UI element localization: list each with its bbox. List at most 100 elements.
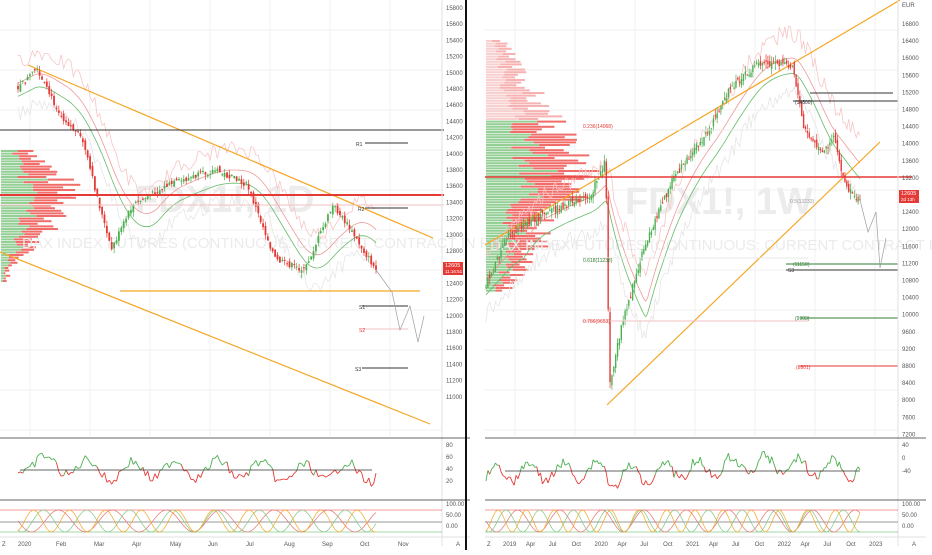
candle xyxy=(653,227,654,230)
volume-profile-bar xyxy=(486,50,496,52)
volume-profile-bar xyxy=(521,186,570,188)
volume-profile-bar xyxy=(486,87,500,89)
level-label: (14800) xyxy=(795,100,813,106)
time-tick-label: Apr xyxy=(617,542,626,548)
volume-profile-bar xyxy=(496,58,515,60)
candle xyxy=(750,73,751,78)
candle xyxy=(24,83,26,84)
volume-profile-bar xyxy=(486,149,529,151)
volume-profile-bar xyxy=(535,183,571,185)
candle xyxy=(547,212,548,213)
volume-profile-bar xyxy=(1,179,48,181)
candle xyxy=(592,193,593,199)
candle xyxy=(185,178,187,181)
candle xyxy=(166,184,168,187)
candle xyxy=(489,274,490,278)
time-tick-label: May xyxy=(170,542,181,548)
volume-profile-bar xyxy=(486,136,528,138)
volume-profile-bar xyxy=(26,228,57,230)
candle xyxy=(36,69,38,70)
candle xyxy=(108,233,110,241)
volume-profile-bar xyxy=(486,225,508,227)
time-tick-label: Aug xyxy=(284,542,295,548)
candle xyxy=(48,86,50,94)
candle xyxy=(553,208,554,209)
volume-profile-bar xyxy=(6,275,10,277)
volume-profile-bar xyxy=(33,184,80,186)
candle xyxy=(125,219,127,223)
volume-profile-bar xyxy=(33,186,63,188)
candle xyxy=(715,116,716,117)
volume-profile-bar xyxy=(1,249,21,251)
candle xyxy=(176,179,178,181)
rsi-tick-label: -40 xyxy=(902,469,911,475)
candle xyxy=(334,206,336,207)
candle xyxy=(286,263,288,264)
candle xyxy=(130,210,132,214)
pane-divider[interactable] xyxy=(465,0,467,550)
price-tick-label: 12800 xyxy=(446,249,463,255)
price-tick-label: 10800 xyxy=(902,279,919,285)
price-tick-label: 14400 xyxy=(446,119,463,125)
volume-profile-bar xyxy=(37,215,67,217)
candle xyxy=(560,206,561,213)
volume-profile-bar xyxy=(486,219,512,221)
volume-profile-bar xyxy=(505,256,522,258)
candle xyxy=(224,173,226,177)
volume-profile-bar xyxy=(486,152,533,154)
candle xyxy=(538,217,539,220)
volume-profile-bar xyxy=(512,157,554,159)
price-tick-label: 9200 xyxy=(902,347,916,353)
candle xyxy=(720,107,721,110)
candle xyxy=(322,227,324,230)
volume-profile-bar xyxy=(1,264,8,266)
volume-profile-bar xyxy=(548,154,589,156)
volume-profile-bar xyxy=(509,100,528,102)
candle xyxy=(810,138,811,140)
candle xyxy=(68,122,70,126)
volume-profile-bar xyxy=(528,136,564,138)
candle xyxy=(604,160,605,171)
candle xyxy=(84,140,86,150)
price-tick-label: 11800 xyxy=(446,330,463,336)
price-tick-label: 15200 xyxy=(902,90,919,96)
volume-profile-bar xyxy=(486,162,529,164)
candle xyxy=(207,175,209,177)
price-tick-label: 16400 xyxy=(902,39,919,45)
level-label: 0.236(14068) xyxy=(583,124,613,130)
price-tick-label: 16000 xyxy=(902,56,919,62)
volume-profile-bar xyxy=(22,160,45,162)
candle xyxy=(277,255,279,260)
volume-profile-bar xyxy=(486,102,511,104)
volume-profile-bar xyxy=(1,210,26,212)
candle xyxy=(229,175,231,178)
candle xyxy=(829,142,830,145)
price-tick-label: 16800 xyxy=(902,22,919,28)
candle xyxy=(814,140,815,142)
left-watermark: FDX1!, 1D xyxy=(135,179,314,221)
price-tick-label: 14600 xyxy=(446,103,463,109)
candle xyxy=(730,87,731,89)
price-tick-label: 11600 xyxy=(902,244,919,250)
candle xyxy=(545,213,546,215)
time-tick-label: Jul xyxy=(246,542,254,548)
price-tick-label: 11200 xyxy=(446,379,463,385)
candle xyxy=(559,209,560,210)
volume-profile-bar xyxy=(1,275,6,277)
candle xyxy=(142,199,144,200)
candle xyxy=(651,231,652,235)
volume-profile-bar xyxy=(539,144,570,146)
candle xyxy=(20,84,22,91)
candle xyxy=(570,201,571,202)
stoch-tick-label: 0.00 xyxy=(902,524,914,530)
time-tick-label: Jul xyxy=(732,542,740,548)
time-tick-label: 2022 xyxy=(778,542,792,548)
candle xyxy=(788,65,789,67)
price-tick-label: 14000 xyxy=(902,142,919,148)
candle xyxy=(329,212,331,213)
candle xyxy=(589,198,590,199)
candle xyxy=(313,251,315,258)
volume-profile-bar xyxy=(486,121,537,123)
volume-profile-bar xyxy=(534,141,576,143)
